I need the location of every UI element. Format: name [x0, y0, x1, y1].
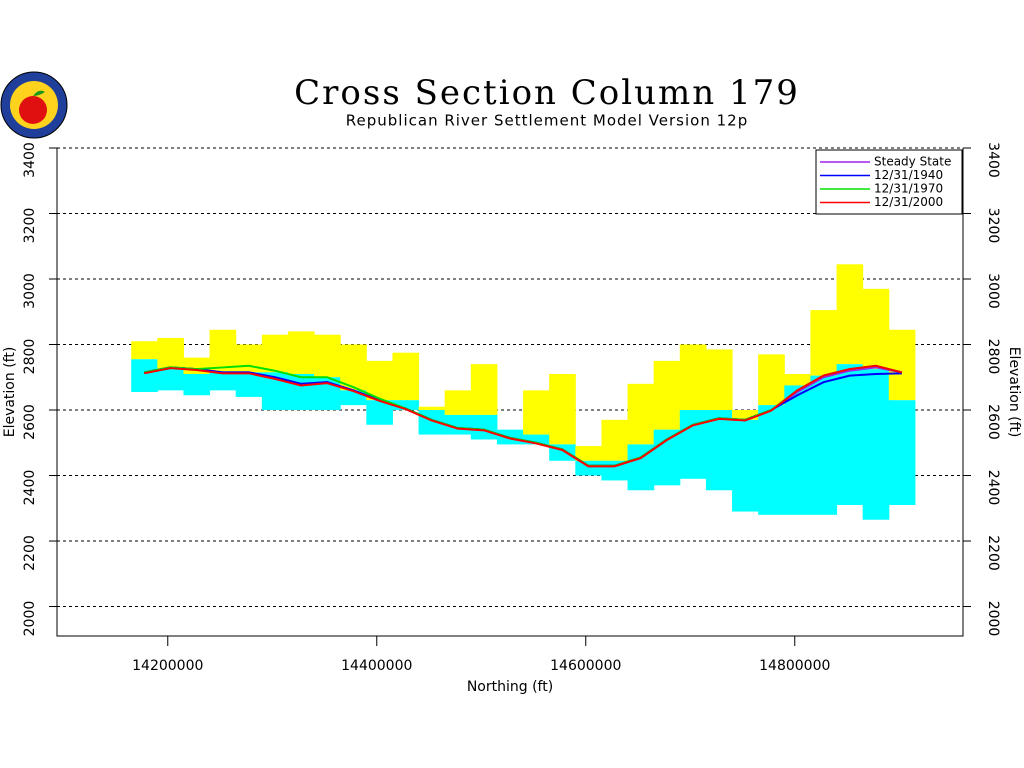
y-tick-label-right: 2200	[985, 535, 1001, 571]
y-tick-label: 3400	[22, 142, 38, 178]
y-tick-label: 2000	[22, 601, 38, 637]
upper-layer-cell	[314, 334, 341, 378]
y-axis-label: Elevation (ft)	[2, 347, 18, 438]
y-tick-label-right: 3200	[985, 208, 1001, 244]
legend-label: 12/31/1970	[874, 182, 943, 196]
saturated-cell	[888, 400, 916, 505]
y-tick-label-right: 2600	[985, 404, 1001, 440]
upper-layer-cell	[444, 390, 472, 415]
upper-layer-cell	[392, 352, 420, 401]
upper-layer-cell	[261, 334, 289, 373]
upper-layer-cell	[470, 364, 498, 415]
saturated-cell	[653, 429, 681, 486]
saturated-cell	[523, 434, 550, 445]
legend-label: Steady State	[874, 155, 951, 169]
legend-label: 12/31/1940	[874, 168, 943, 182]
y-tick-label: 2800	[22, 339, 38, 375]
saturated-cell	[732, 419, 759, 512]
x-tick-label: 14200000	[132, 658, 203, 674]
saturated-cell	[392, 400, 420, 411]
chart-title: Cross Section Column 179	[294, 73, 800, 113]
x-tick-label: 14400000	[341, 658, 412, 674]
saturated-cell	[784, 385, 811, 515]
upper-layer-cell	[366, 360, 393, 401]
saturated-cell	[131, 359, 158, 392]
series-line	[144, 364, 903, 468]
upper-layer-cell	[549, 373, 576, 445]
upper-layer-cell	[157, 337, 184, 370]
y-tick-label-right: 2400	[985, 470, 1001, 506]
upper-layer-cell	[862, 288, 890, 370]
upper-layer-cell	[758, 354, 785, 406]
saturated-cell	[157, 369, 184, 391]
upper-layer-cell	[601, 419, 629, 461]
y-tick-label: 3000	[22, 273, 38, 309]
plot-area: 2000 2000 2200 2200 2400 2400 2600 2600 2800 2800…	[22, 142, 1001, 674]
y-tick-label-right: 2000	[985, 601, 1001, 637]
y-tick-label: 2400	[22, 470, 38, 506]
upper-layer-cell	[418, 406, 446, 411]
upper-layer-cell	[287, 331, 315, 374]
saturated-cell	[470, 414, 498, 440]
upper-layer-cell	[888, 329, 916, 401]
upper-layer-cell	[732, 410, 759, 420]
upper-layer-cell	[131, 341, 158, 360]
upper-layer-cell	[523, 390, 550, 435]
saturated-cell	[810, 375, 838, 515]
y-tick-label: 3200	[22, 208, 38, 244]
saturated-cell	[183, 373, 211, 396]
x-tick-label: 14600000	[550, 658, 621, 674]
y-tick-label: 2600	[22, 404, 38, 440]
upper-layer-cell	[653, 360, 681, 430]
upper-layer-cell	[340, 344, 367, 391]
legend-label: 12/31/2000	[874, 195, 943, 209]
legend-box	[815, 149, 963, 215]
y-axis-label-right: Elevation (ft)	[1006, 347, 1022, 438]
upper-layer-cell	[705, 349, 733, 411]
upper-layer-cell	[627, 383, 655, 445]
upper-layer-cell	[810, 310, 838, 376]
y-tick-label-right: 3400	[985, 142, 1001, 178]
logo	[0, 71, 68, 139]
upper-layer-cell	[836, 264, 864, 365]
saturated-cell	[836, 364, 864, 505]
x-axis-label: Northing (ft)	[467, 679, 553, 695]
saturated-cell	[679, 410, 707, 479]
upper-layer-cell	[784, 373, 811, 386]
x-tick-label: 14800000	[759, 658, 830, 674]
saturated-cell	[862, 369, 890, 520]
axis-frame	[56, 148, 964, 637]
chart-subtitle: Republican River Settlement Model Versio…	[346, 112, 748, 130]
saturated-cell	[340, 390, 367, 406]
upper-layer-cell	[209, 329, 237, 373]
saturated-cell	[705, 410, 733, 491]
upper-layer-cell	[575, 446, 602, 461]
upper-layer-cell	[679, 344, 707, 411]
y-tick-label: 2200	[22, 535, 38, 571]
saturated-cell	[209, 372, 237, 391]
y-tick-label-right: 3000	[985, 273, 1001, 309]
saturated-cell	[287, 373, 315, 411]
saturated-cell	[235, 372, 263, 397]
y-tick-label-right: 2800	[985, 339, 1001, 375]
saturated-cell	[575, 460, 602, 476]
saturated-cell	[758, 405, 785, 515]
